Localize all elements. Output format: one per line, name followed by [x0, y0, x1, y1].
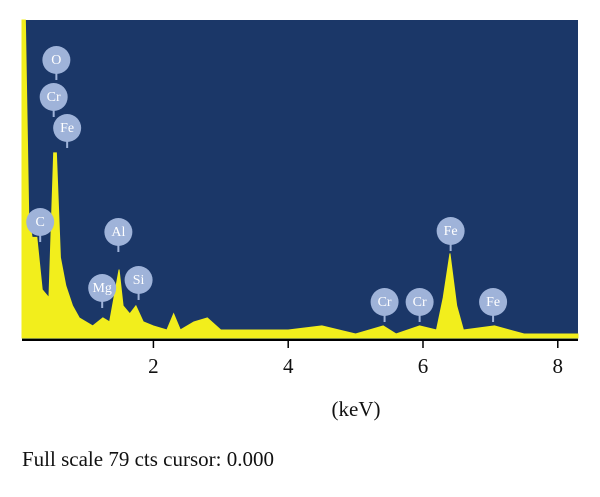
x-tick-label: 4 [283, 354, 294, 378]
peak-marker [104, 218, 133, 246]
peak-label: Cr [378, 295, 392, 310]
peak-label: Fe [444, 224, 458, 239]
peak-marker [53, 114, 82, 142]
peak-marker [436, 217, 465, 245]
peak-marker [39, 83, 68, 111]
peak-marker [42, 46, 71, 74]
peak-marker [124, 266, 153, 294]
peak-marker [26, 208, 55, 236]
peak-label: Al [111, 225, 125, 240]
peak-label: Cr [47, 90, 61, 105]
x-axis-label: (keV) [332, 397, 381, 421]
peak-marker [370, 288, 399, 316]
peak-label: Cr [413, 295, 427, 310]
peak-label: Fe [486, 295, 500, 310]
x-tick-label: 2 [148, 354, 159, 378]
peak-marker [405, 288, 434, 316]
peak-label: Fe [60, 121, 74, 136]
peak-marker [88, 274, 117, 302]
spectrum [21, 19, 579, 339]
peak-label: Mg [92, 281, 111, 296]
peak-label: O [51, 53, 61, 68]
peak-label: C [36, 215, 45, 230]
x-tick-label: 8 [553, 354, 564, 378]
x-tick-label: 6 [418, 354, 429, 378]
status-line: Full scale 79 cts cursor: 0.000 [22, 447, 274, 471]
peak-marker [479, 288, 508, 316]
peak-label: Si [133, 273, 145, 288]
